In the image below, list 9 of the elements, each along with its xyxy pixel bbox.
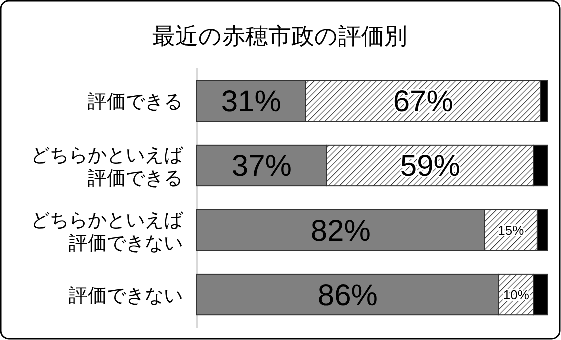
data-label: 82% bbox=[310, 214, 371, 248]
data-label: 31% bbox=[221, 86, 282, 119]
y-tick-label: 評価できる bbox=[88, 91, 183, 114]
y-tick-label: 評価できない bbox=[69, 284, 183, 307]
y-tick-label: どちらかといえば評価できない bbox=[31, 209, 184, 254]
data-label: 86% bbox=[318, 279, 378, 312]
y-tick-label: どちらかといえば評価できる bbox=[31, 144, 184, 190]
data-label: 37% bbox=[232, 150, 292, 184]
chart-title: 最近の赤穂市政の評価別 bbox=[152, 24, 408, 50]
